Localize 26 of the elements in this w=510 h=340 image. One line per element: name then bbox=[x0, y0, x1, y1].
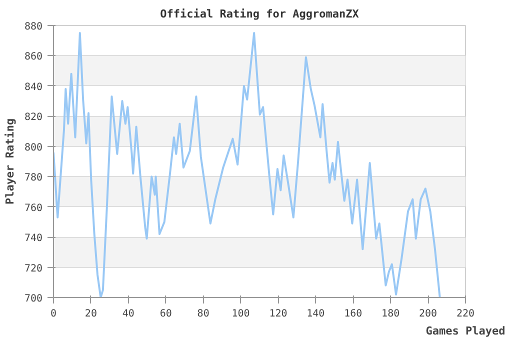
x-tick-label: 20 bbox=[84, 308, 97, 320]
line-series bbox=[54, 32, 441, 298]
x-tick-label: 60 bbox=[160, 308, 172, 320]
x-tick-label: 180 bbox=[382, 308, 400, 320]
y-tick-label: 720 bbox=[24, 263, 42, 274]
x-tick-label: 80 bbox=[197, 308, 210, 320]
y-tick-label: 740 bbox=[24, 233, 42, 244]
x-axis-title: Games Played bbox=[426, 324, 506, 338]
y-tick-label: 880 bbox=[24, 22, 42, 32]
x-tick-label: 160 bbox=[344, 308, 362, 320]
x-tick-label: 220 bbox=[456, 308, 475, 320]
x-tick-label: 200 bbox=[419, 308, 438, 320]
y-tick-label: 780 bbox=[24, 172, 42, 184]
x-tick-label: 40 bbox=[122, 308, 134, 320]
y-tick-label: 760 bbox=[24, 202, 42, 214]
y-axis-title: Player Rating bbox=[3, 118, 16, 205]
y-tick-label: 840 bbox=[24, 82, 42, 93]
x-tick-label: 0 bbox=[50, 308, 57, 320]
y-tick-label: 860 bbox=[24, 52, 42, 63]
y-tick-label: 800 bbox=[24, 142, 42, 154]
y-tick-label: 820 bbox=[24, 112, 42, 124]
x-tick-label: 120 bbox=[269, 308, 288, 320]
x-tick-label: 140 bbox=[306, 308, 325, 320]
x-tick-label: 100 bbox=[232, 308, 250, 320]
chart-title: Official Rating for AggromanZX bbox=[160, 8, 360, 20]
y-tick-label: 700 bbox=[24, 294, 42, 304]
